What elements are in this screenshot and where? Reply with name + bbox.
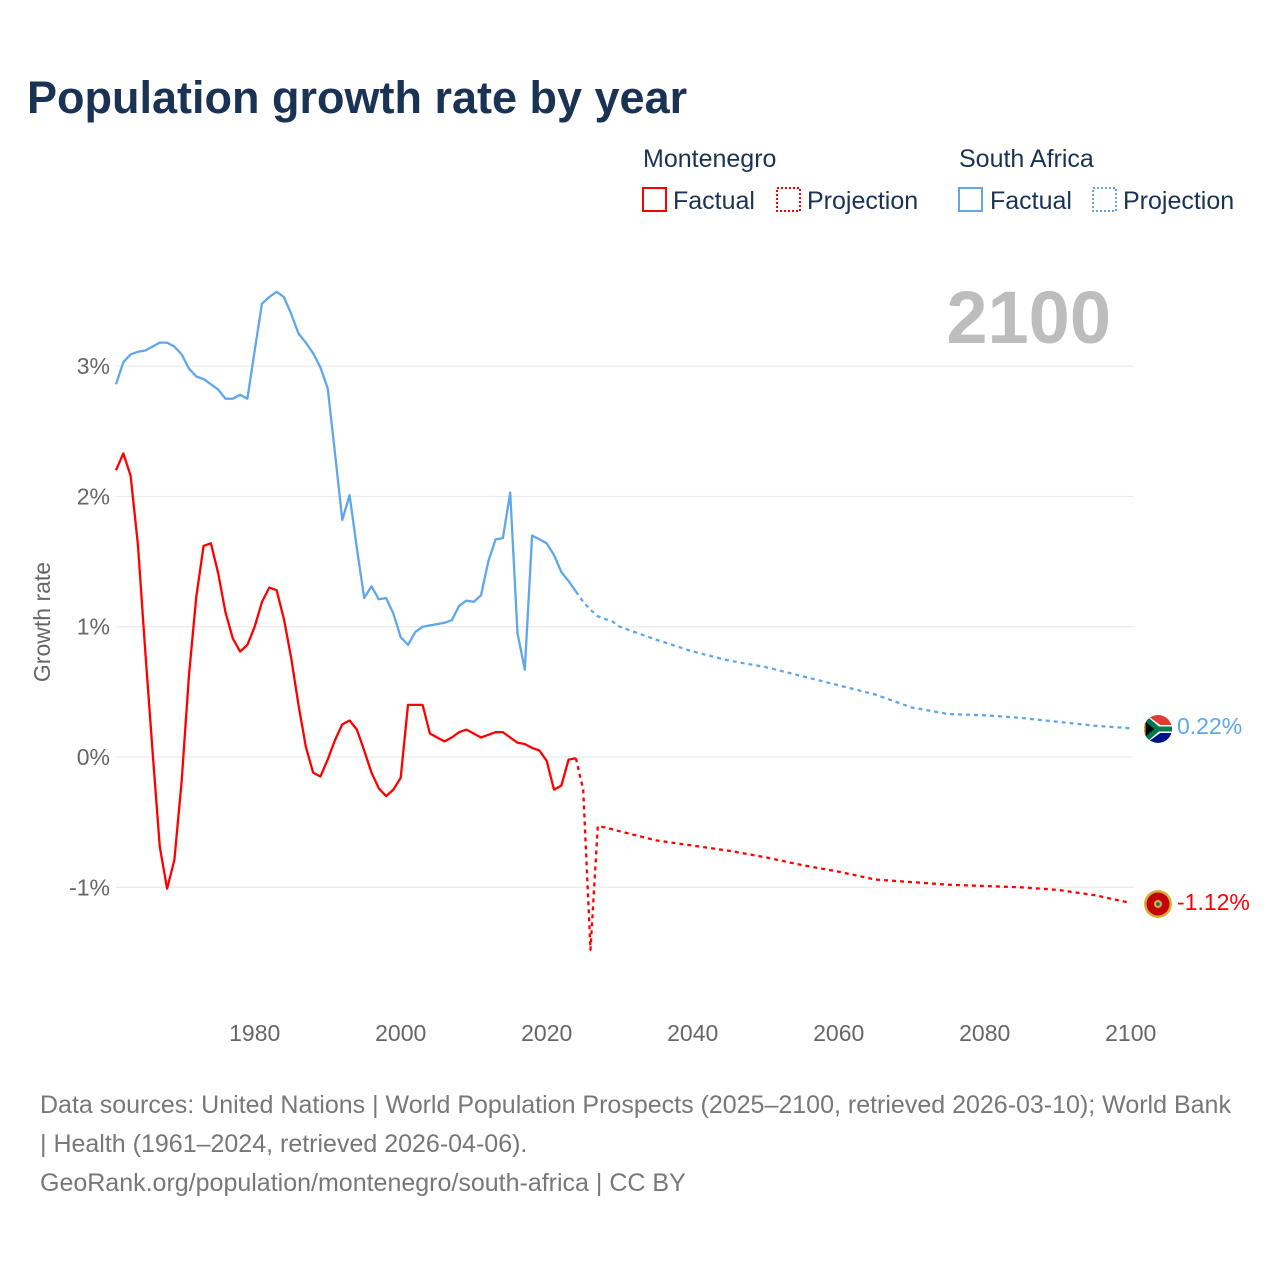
y-axis-label: Growth rate (29, 562, 55, 682)
legend: Montenegro Factual Projection South Afri… (642, 145, 1234, 215)
flag-south-africa-icon (1144, 715, 1172, 743)
chart-title: Population growth rate by year (27, 72, 687, 123)
end-label-south-africa: 0.22% (1177, 713, 1242, 739)
montenegro-factual-line (114, 452, 577, 890)
south-africa-projection-line (574, 590, 1131, 730)
y-tick-label: 1% (77, 614, 110, 640)
legend-montenegro-factual[interactable]: Factual (673, 187, 755, 215)
x-tick-label: 2060 (813, 1020, 864, 1046)
flag-montenegro-icon (1144, 890, 1172, 918)
legend-south-africa-projection[interactable]: Projection (1123, 187, 1234, 215)
line-chart: Population growth rate by year Montenegr… (27, 72, 1250, 1046)
current-year-label: 2100 (946, 276, 1111, 359)
legend-swatch-south-africa-factual (958, 187, 983, 212)
montenegro-projection-line (574, 758, 1131, 951)
legend-swatch-south-africa-projection (1092, 187, 1117, 212)
legend-montenegro-projection[interactable]: Projection (807, 187, 918, 215)
legend-group-south-africa: South Africa (959, 145, 1094, 173)
x-tick-label: 2000 (375, 1020, 426, 1046)
legend-group-montenegro: Montenegro (643, 145, 776, 173)
x-tick-label: 2100 (1105, 1020, 1156, 1046)
legend-swatch-montenegro-projection (776, 187, 801, 212)
south-africa-factual-line (114, 290, 577, 671)
data-sources: Data sources: United Nations | World Pop… (40, 1091, 1231, 1158)
x-tick-label: 2080 (959, 1020, 1010, 1046)
legend-swatch-montenegro-factual (642, 187, 667, 212)
y-tick-label: 2% (77, 483, 110, 509)
y-tick-label: -1% (69, 874, 110, 900)
x-tick-label: 2040 (667, 1020, 718, 1046)
footer: Data sources: United Nations | World Pop… (40, 1086, 1240, 1203)
y-tick-label: 0% (77, 744, 110, 770)
x-tick-label: 2020 (521, 1020, 572, 1046)
x-tick-label: 1980 (229, 1020, 280, 1046)
end-label-montenegro: -1.12% (1177, 889, 1250, 915)
legend-south-africa-factual[interactable]: Factual (990, 187, 1072, 215)
y-tick-label: 3% (77, 353, 110, 379)
source-link[interactable]: GeoRank.org/population/montenegro/south-… (40, 1169, 686, 1197)
